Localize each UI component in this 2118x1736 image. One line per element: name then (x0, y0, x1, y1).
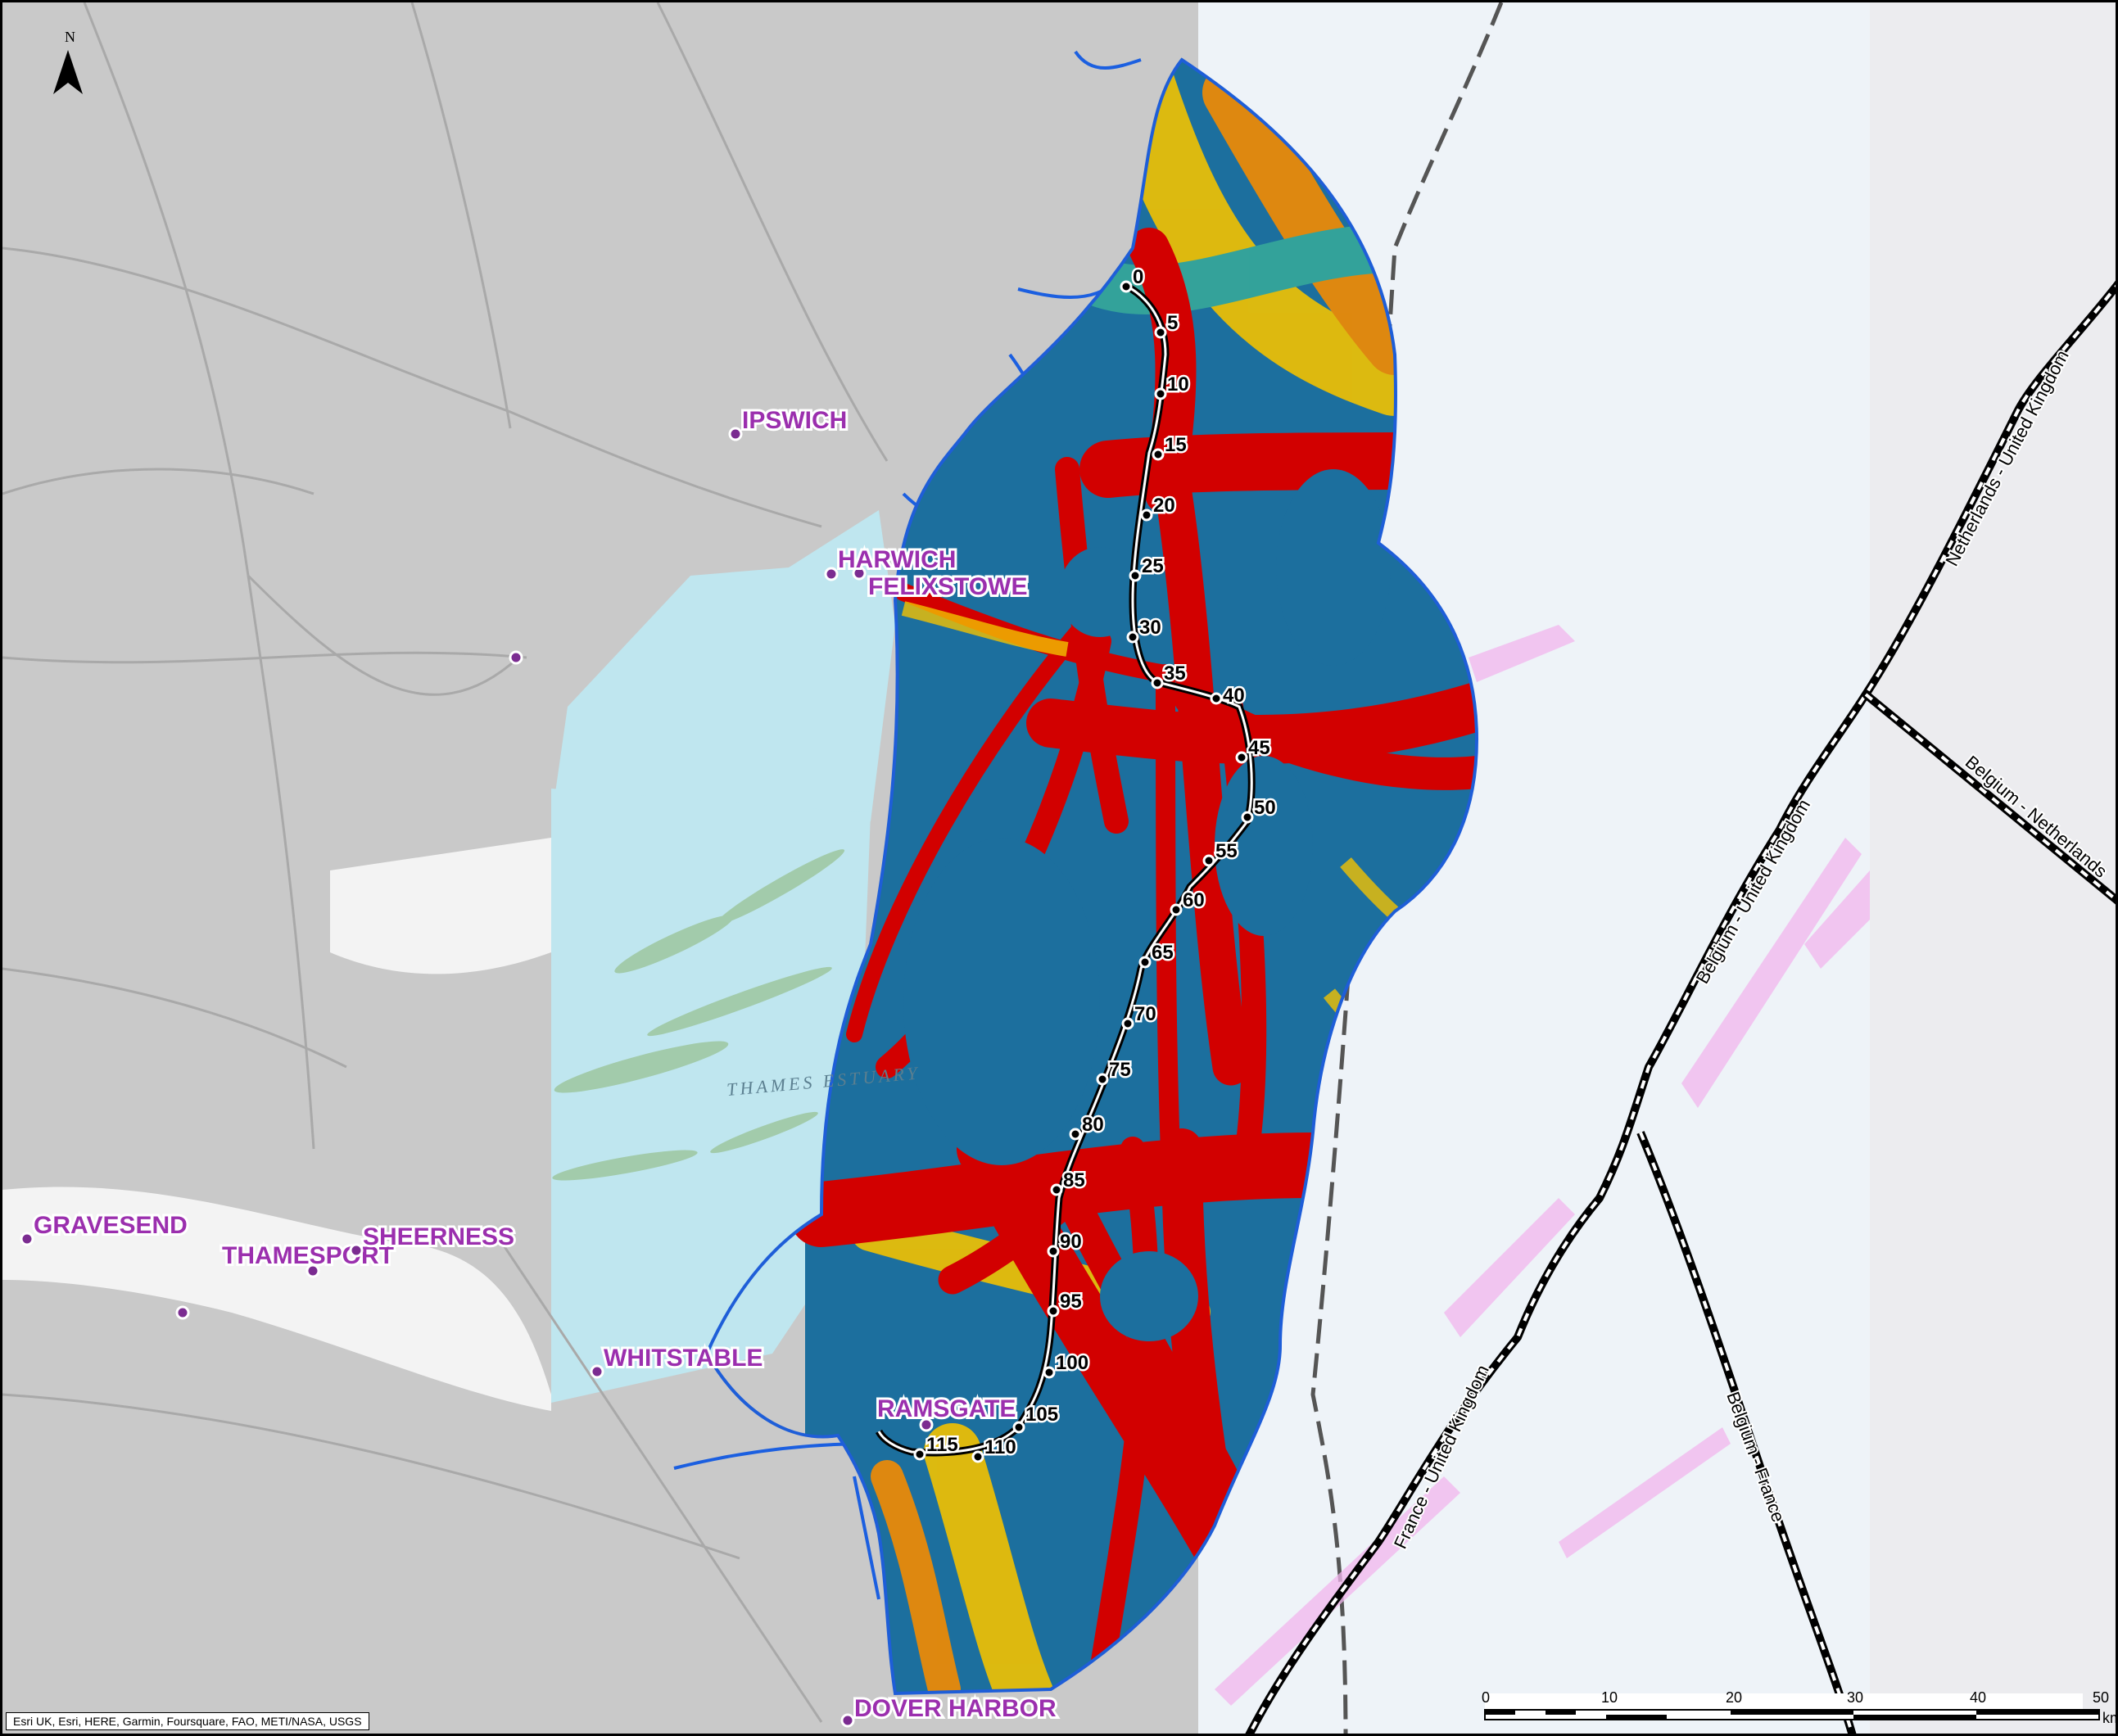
svg-text:45: 45 (1248, 737, 1270, 759)
svg-text:THAMESPORT: THAMESPORT (222, 1242, 394, 1269)
north-arrow-icon (53, 50, 83, 94)
north-arrow: N (53, 29, 83, 94)
estuary-sea (551, 789, 871, 1403)
north-label: N (65, 29, 75, 45)
estuary-north (551, 510, 895, 821)
study-area-outline[interactable] (704, 57, 1479, 1696)
svg-text:100: 100 (1056, 1352, 1088, 1374)
port-thamesport[interactable]: THAMESPORT (219, 1240, 396, 1278)
sandbanks (552, 849, 845, 1181)
port-sheerness[interactable]: SHEERNESS (349, 1221, 517, 1258)
svg-text:55: 55 (1215, 840, 1238, 862)
svg-text:10: 10 (1167, 373, 1189, 396)
svg-text:IPSWICH: IPSWICH (742, 407, 847, 434)
svg-text:SHEERNESS: SHEERNESS (363, 1223, 514, 1250)
svg-text:65: 65 (1152, 942, 1174, 964)
kp-marker-100: 100 (1043, 1350, 1091, 1379)
svg-text:80: 80 (1082, 1114, 1104, 1136)
svg-text:30: 30 (1139, 617, 1161, 639)
port-gravesend[interactable]: GRAVESEND (20, 1209, 190, 1246)
kp-marker-15: 15 (1152, 432, 1188, 461)
kp-marker-65: 65 (1138, 940, 1175, 969)
kp-marker-20: 20 (1140, 493, 1177, 522)
svg-text:115: 115 (926, 1434, 958, 1456)
kp-marker-45: 45 (1235, 735, 1272, 764)
kp-marker-80: 80 (1069, 1112, 1106, 1141)
kp-marker-35: 35 (1151, 661, 1188, 689)
route-kp-markers: 0 5 10 15 20 25 30 35 40 45 50 55 60 65 … (913, 264, 1278, 1463)
kp-marker-110: 110 (971, 1435, 1018, 1463)
port-dover-harbor[interactable]: DOVER HARBOR (840, 1693, 1059, 1728)
roads (2, 2, 889, 1723)
svg-text:25: 25 (1142, 555, 1164, 577)
kp-marker-25: 25 (1129, 554, 1165, 582)
svg-text:0: 0 (1133, 266, 1143, 288)
svg-text:RAMSGATE: RAMSGATE (877, 1395, 1016, 1422)
svg-text:5: 5 (1167, 312, 1178, 334)
port-harwich[interactable]: HARWICH (835, 544, 958, 581)
port-dot-unlabeled-1 (509, 650, 523, 665)
svg-text:50: 50 (1254, 797, 1276, 819)
svg-text:75: 75 (1109, 1059, 1131, 1081)
scale-unit: km (2102, 1710, 2118, 1726)
svg-text:40: 40 (1223, 685, 1245, 707)
thames-river (2, 1187, 551, 1411)
kp-marker-10: 10 (1154, 372, 1191, 400)
scale-tick-40: 40 (1970, 1689, 1986, 1706)
kp-marker-90: 90 (1047, 1229, 1084, 1258)
kp-marker-60: 60 (1170, 888, 1206, 916)
svg-text:20: 20 (1153, 495, 1175, 517)
ports: IPSWICH HARWICH FELIXSTOWE GRAVESEND THA… (20, 405, 1059, 1728)
svg-text:15: 15 (1165, 434, 1187, 456)
port-ipswich[interactable]: IPSWICH (728, 405, 849, 441)
scale-tick-30: 30 (1847, 1689, 1863, 1706)
svg-text:105: 105 (1025, 1404, 1058, 1426)
svg-text:60: 60 (1183, 889, 1205, 911)
port-whitstable[interactable]: WHITSTABLE (590, 1342, 765, 1379)
svg-text:90: 90 (1060, 1231, 1082, 1253)
kp-marker-30: 30 (1126, 615, 1163, 644)
kp-marker-75: 75 (1096, 1057, 1133, 1086)
svg-text:110: 110 (984, 1436, 1016, 1458)
kp-marker-0: 0 (1120, 264, 1146, 293)
port-dot-unlabeled-2 (175, 1305, 190, 1320)
svg-text:DOVER HARBOR: DOVER HARBOR (854, 1695, 1057, 1722)
svg-text:35: 35 (1164, 662, 1186, 685)
scale-tick-0: 0 (1482, 1689, 1490, 1706)
cable-route-inner (877, 283, 1253, 1454)
map-attribution: Esri UK, Esri, HERE, Garmin, Foursquare,… (6, 1712, 369, 1730)
kp-marker-95: 95 (1047, 1289, 1084, 1318)
kp-marker-115: 115 (913, 1432, 960, 1461)
scale-bar: 0 10 20 30 40 50 km (1482, 1689, 2118, 1726)
scale-tick-20: 20 (1726, 1689, 1742, 1706)
kp-marker-5: 5 (1154, 310, 1180, 339)
kp-marker-85: 85 (1050, 1168, 1087, 1196)
thames-marsh (330, 838, 551, 974)
svg-text:HARWICH: HARWICH (838, 546, 956, 573)
kp-marker-70: 70 (1121, 1001, 1158, 1030)
scale-tick-10: 10 (1601, 1689, 1618, 1706)
scale-tick-50: 50 (2093, 1689, 2109, 1706)
port-ramsgate[interactable]: RAMSGATE (875, 1393, 1018, 1432)
svg-text:95: 95 (1060, 1291, 1082, 1313)
svg-text:70: 70 (1134, 1003, 1156, 1025)
kp-marker-50: 50 (1241, 795, 1278, 824)
svg-text:GRAVESEND: GRAVESEND (34, 1212, 188, 1239)
svg-text:85: 85 (1063, 1169, 1085, 1191)
kp-marker-55: 55 (1202, 839, 1239, 867)
kp-marker-40: 40 (1210, 683, 1247, 709)
port-felixstowe[interactable]: FELIXSTOWE (824, 567, 1030, 603)
svg-text:FELIXSTOWE: FELIXSTOWE (868, 573, 1027, 600)
svg-text:WHITSTABLE: WHITSTABLE (604, 1345, 763, 1372)
kp-marker-105: 105 (1012, 1402, 1061, 1434)
